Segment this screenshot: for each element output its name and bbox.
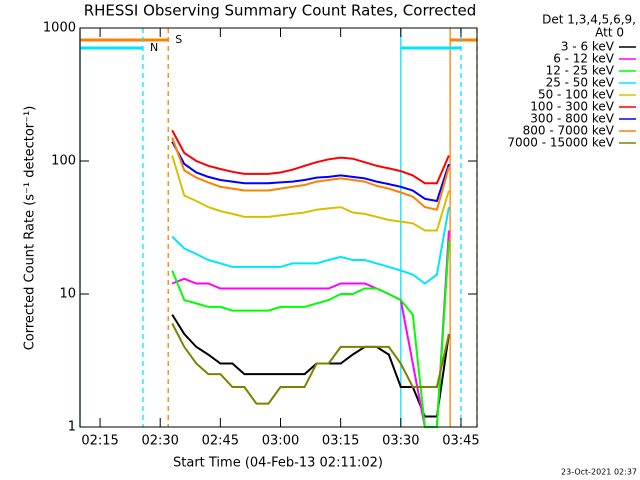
x-tick-label: 03:30 [382, 434, 419, 449]
y-tick-label: 10 [59, 287, 76, 302]
legend-label: 100 - 300 keV [530, 100, 614, 114]
series-line [171, 129, 450, 185]
legend-label: 3 - 6 keV [561, 40, 615, 54]
legend-label: 12 - 25 keV [546, 64, 615, 78]
series-line [171, 230, 450, 428]
legend-label: 7000 - 15000 keV [507, 136, 614, 150]
flag-label: N [150, 41, 158, 54]
series-line [171, 137, 450, 211]
legend-label: 300 - 800 keV [530, 112, 614, 126]
legend-title: Att 0 [595, 26, 624, 40]
x-tick-label: 02:30 [141, 434, 178, 449]
legend-label: 800 - 7000 keV [523, 124, 615, 138]
x-tick-label: 03:45 [442, 434, 479, 449]
series-line [171, 323, 450, 405]
plot-frame [79, 27, 478, 428]
y-axis-label: Corrected Count Rate (s⁻¹ detector⁻¹) [23, 106, 38, 351]
series-line [171, 141, 450, 203]
timestamp: 23-Oct-2021 02:37 [561, 468, 637, 477]
y-tick-label: 1 [68, 420, 76, 435]
flag-label: S [175, 33, 182, 46]
series-line [171, 241, 450, 428]
x-tick-label: 03:00 [262, 434, 299, 449]
legend-label: 25 - 50 keV [546, 76, 615, 90]
x-axis-label: Start Time (04-Feb-13 02:11:02) [173, 456, 383, 471]
legend-label: 50 - 100 keV [538, 88, 615, 102]
series-line [171, 206, 450, 285]
x-tick-label: 02:15 [81, 434, 118, 449]
series-line [171, 314, 450, 418]
legend-title: Det 1,3,4,5,6,9, [542, 13, 636, 27]
chart-title: RHESSI Observing Summary Count Rates, Co… [84, 2, 477, 20]
y-tick-label: 100 [51, 154, 76, 169]
y-tick-label: 1000 [43, 21, 76, 36]
x-tick-label: 03:15 [322, 434, 359, 449]
x-tick-label: 02:45 [202, 434, 239, 449]
legend-label: 6 - 12 keV [553, 52, 615, 66]
series-line [171, 155, 450, 232]
